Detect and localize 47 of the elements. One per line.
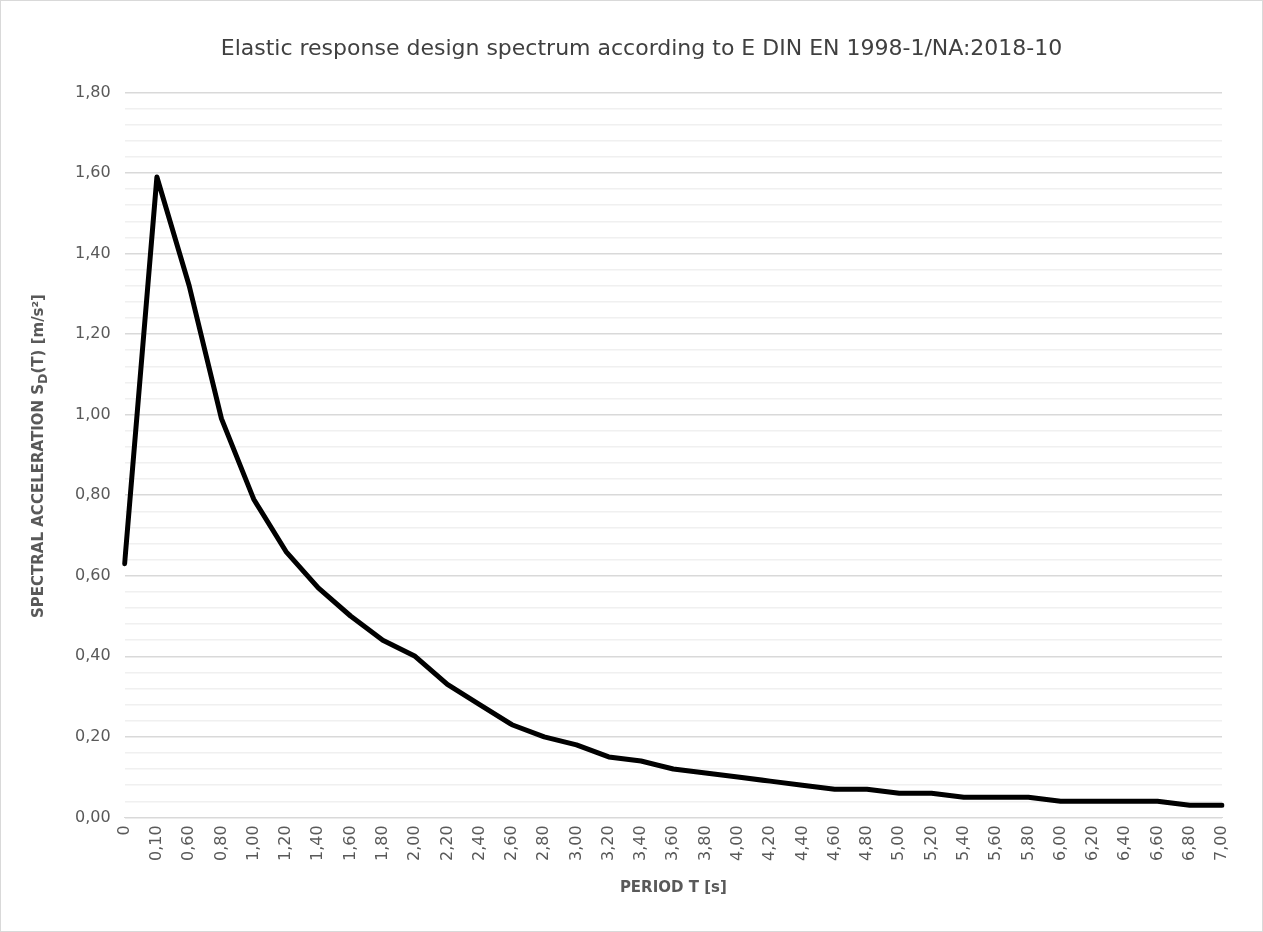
x-axis-title: PERIOD T [s] xyxy=(619,877,727,896)
x-tick-label: 1,80 xyxy=(371,825,391,861)
x-tick-label: 6,60 xyxy=(1146,825,1166,861)
x-tick-label: 7,00 xyxy=(1211,825,1231,861)
x-tick-label: 4,80 xyxy=(856,825,876,861)
x-tick-label: 2,20 xyxy=(436,825,456,861)
x-tick-label: 1,00 xyxy=(242,825,262,861)
y-tick-label: 1,80 xyxy=(75,81,111,101)
x-tick-label: 0,10 xyxy=(146,825,166,861)
x-tick-label: 5,80 xyxy=(1017,825,1037,861)
x-tick-label: 3,00 xyxy=(565,825,585,861)
y-tick-label: 0,80 xyxy=(75,484,111,504)
x-tick-label: 3,40 xyxy=(630,825,650,861)
x-tick-label: 1,60 xyxy=(339,825,359,861)
x-tick-label: 0,80 xyxy=(210,825,230,861)
x-tick-label: 2,40 xyxy=(468,825,488,861)
x-tick-label: 0,60 xyxy=(178,825,198,861)
y-tick-label: 0,40 xyxy=(75,645,111,665)
x-tick-label: 6,80 xyxy=(1178,825,1198,861)
y-tick-label: 1,40 xyxy=(75,242,111,262)
x-tick-label: 4,60 xyxy=(823,825,843,861)
x-tick-label: 6,40 xyxy=(1114,825,1134,861)
y-tick-label: 0,60 xyxy=(75,564,111,584)
x-tick-label: 4,00 xyxy=(727,825,747,861)
x-tick-label: 3,20 xyxy=(597,825,617,861)
x-tick-label: 2,80 xyxy=(533,825,553,861)
x-tick-label: 1,40 xyxy=(307,825,327,861)
y-tick-label: 1,60 xyxy=(75,162,111,182)
x-tick-label: 2,00 xyxy=(404,825,424,861)
x-tick-label: 5,00 xyxy=(888,825,908,861)
x-tick-label: 6,00 xyxy=(1049,825,1069,861)
x-tick-label: 4,20 xyxy=(759,825,779,861)
y-tick-label: 1,20 xyxy=(75,323,111,343)
x-tick-label: 5,40 xyxy=(952,825,972,861)
x-tick-label: 3,80 xyxy=(694,825,714,861)
y-tick-label: 0,00 xyxy=(75,806,111,826)
x-tick-label: 0 xyxy=(113,825,133,836)
y-tick-label: 1,00 xyxy=(75,403,111,423)
chart-title: Elastic response design spectrum according to E DIN EN 1998-1/NA:2018-10 xyxy=(220,34,1063,60)
x-tick-label: 1,20 xyxy=(275,825,295,861)
x-tick-label: 2,60 xyxy=(501,825,521,861)
x-tick-label: 6,20 xyxy=(1082,825,1102,861)
x-tick-label: 5,20 xyxy=(920,825,940,861)
x-tick-label: 3,60 xyxy=(662,825,682,861)
x-tick-label: 5,60 xyxy=(985,825,1005,861)
x-tick-label: 4,40 xyxy=(791,825,811,861)
y-tick-label: 0,20 xyxy=(75,725,111,745)
